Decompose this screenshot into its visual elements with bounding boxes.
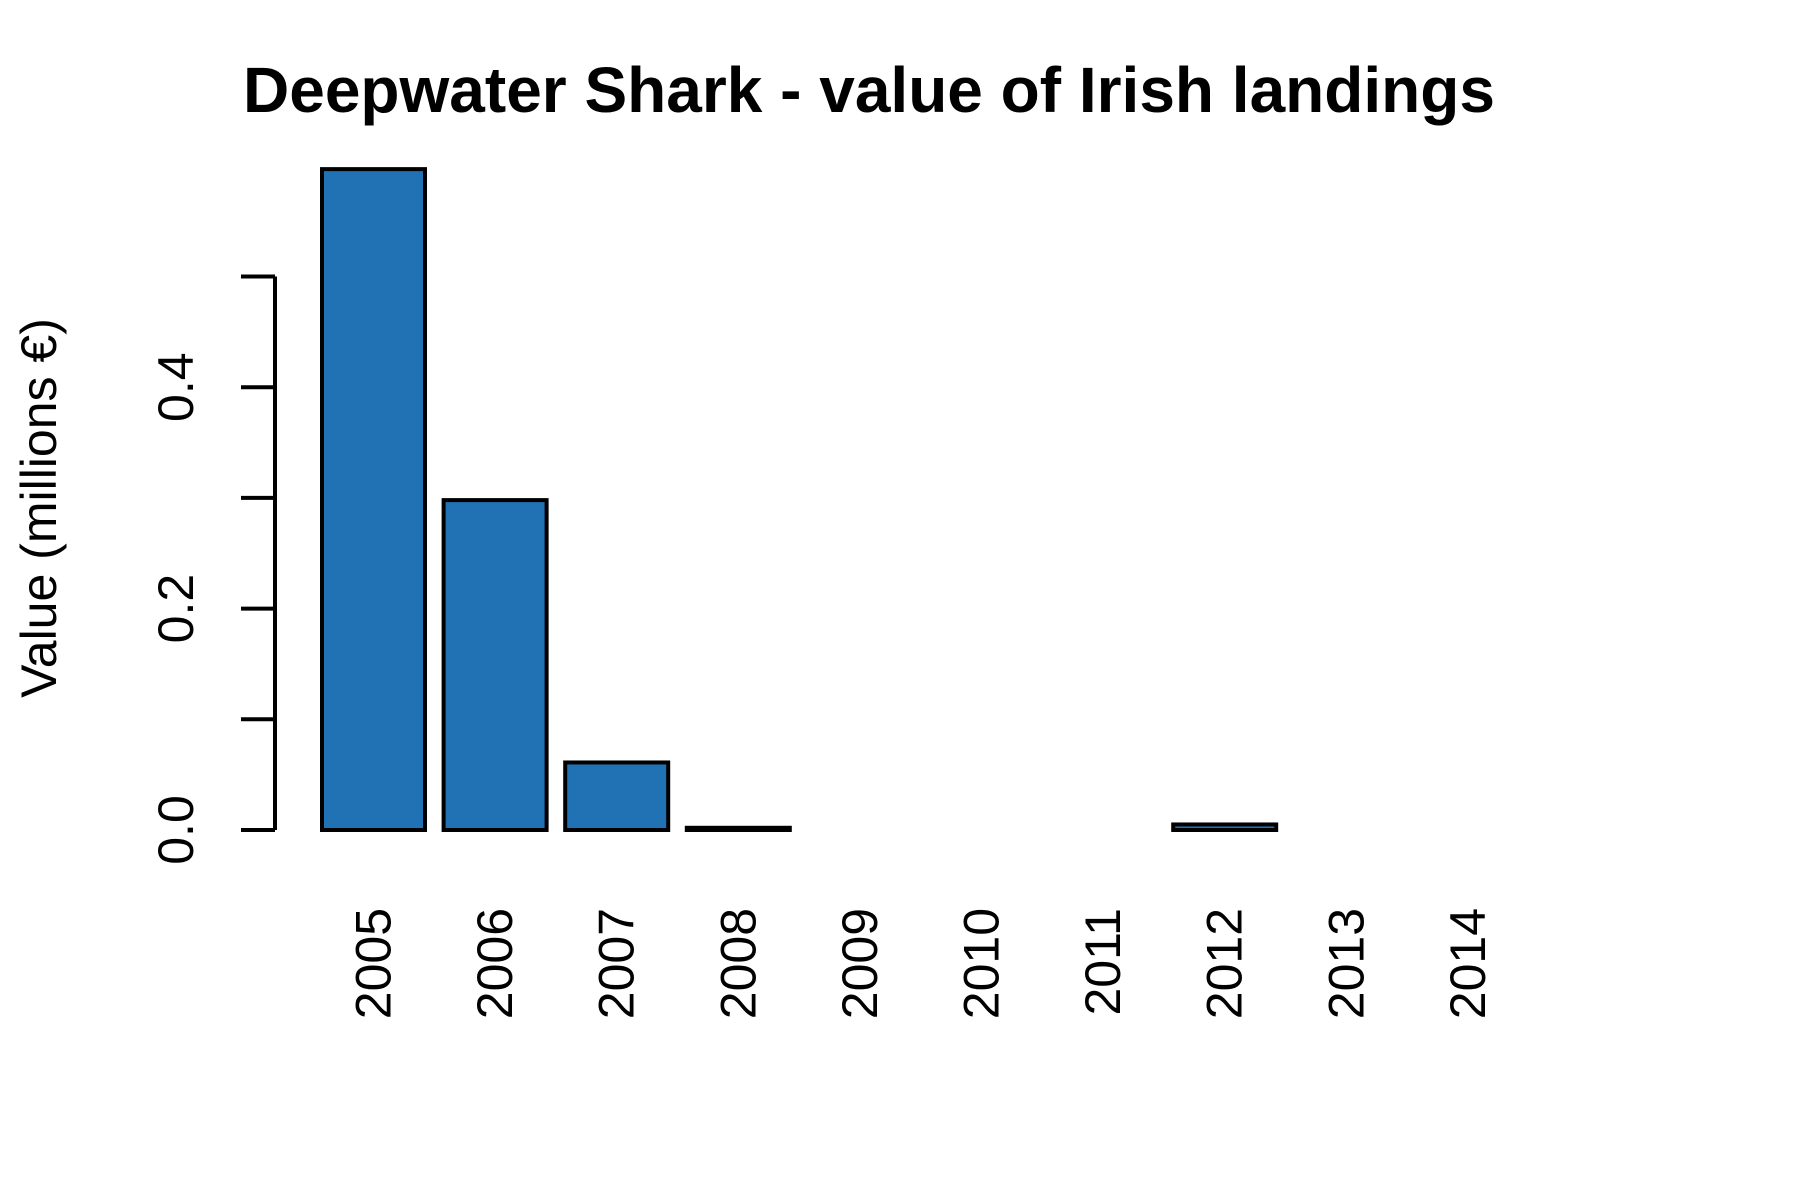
- x-tick-label-2008: 2008: [710, 908, 766, 1019]
- x-tick-label-2014: 2014: [1440, 908, 1496, 1019]
- x-tick-label-2009: 2009: [832, 908, 888, 1019]
- bar-2012: [1171, 822, 1279, 833]
- bars: [320, 167, 1279, 833]
- x-tick-label-2007: 2007: [589, 908, 645, 1019]
- chart-title: Deepwater Shark - value of Irish landing…: [243, 54, 1495, 126]
- y-tick-label: 0.4: [148, 352, 204, 422]
- x-tick-label-2006: 2006: [467, 908, 523, 1019]
- y-axis-label: Value (millions €): [11, 318, 67, 698]
- bar-chart: Deepwater Shark - value of Irish landing…: [11, 54, 1496, 1019]
- x-tick-label-2013: 2013: [1318, 908, 1374, 1019]
- y-tick-label: 0.2: [148, 574, 204, 644]
- y-tick-label: 0.0: [148, 795, 204, 865]
- x-tick-label-2012: 2012: [1197, 908, 1253, 1019]
- bar-2006: [441, 498, 549, 832]
- x-tick-label-2011: 2011: [1075, 908, 1131, 1016]
- x-axis-tick-labels: 2005 2006 2007 2008 2009 2010 2011 2012 2013 2014: [346, 908, 1496, 1019]
- y-axis: 0.0 0.2 0.4: [148, 274, 277, 865]
- bar-2008: [684, 825, 792, 833]
- bar-2007: [563, 760, 671, 833]
- x-tick-label-2010: 2010: [954, 908, 1010, 1019]
- bar-2005: [320, 167, 427, 833]
- x-tick-label-2005: 2005: [346, 908, 402, 1019]
